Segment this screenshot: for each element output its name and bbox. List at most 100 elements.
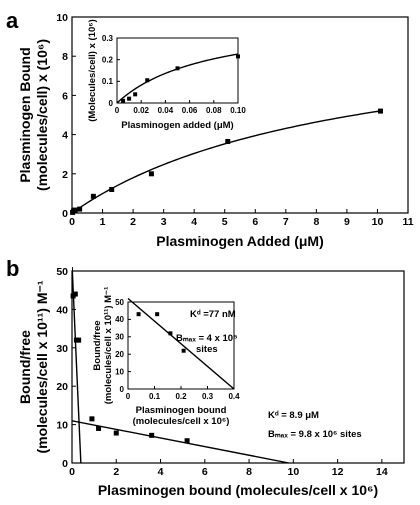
b-main-xtick-label: 14 [376,466,388,478]
b-main-data-point [96,425,102,431]
b-inset-data-point [155,312,160,317]
a-main-xtick-label: 4 [191,216,197,228]
b-main-xtick-label: 2 [113,466,119,478]
a-inset-data-point [236,54,240,59]
b-inset-xtick-label: 0.4 [228,392,240,401]
b-inset-ytick-label: 20 [115,350,124,359]
b-main-data-point [149,432,155,438]
b-main-xlabel: Plasminogen bound (molecules/cell x 10⁶) [98,482,378,498]
b-main-data-point [72,291,78,297]
a-inset-xtick-label: 0.04 [158,106,174,115]
b-main-ytick-label: 10 [56,420,68,432]
a-main-xtick-label: 11 [402,216,413,228]
b-main-ytick-label: 30 [56,343,68,355]
b-inset-ylabel-line: Bound/free [92,320,103,370]
b-main-bmax-annotation: Bₘₐₓ = 9.8 x 10⁶ sites [268,429,362,440]
b-inset-data-point [168,331,173,336]
a-inset-xtick-label: 0.08 [206,106,222,115]
a-inset-xtick-label: 0.06 [182,106,198,115]
panel-label-b: b [6,256,19,281]
a-main-plot: 0 1 2 3 4 5 6 7 8 9 10 11 0 2 4 6 8 10 [56,12,413,228]
b-main-xtick-label: 6 [202,466,208,478]
a-main-xlabel: Plasminogen Added (μM) [156,233,324,249]
a-main-data-point [378,108,384,114]
a-inset-ytick-label: 0.3 [102,34,114,43]
a-main-xtick-label: 1 [100,216,106,228]
b-inset-ytick-label: 40 [115,315,124,324]
b-main-fit-line [72,420,290,463]
b-inset-xlabel-line: Plasminogen bound [136,405,227,416]
b-main-ytick-label: 20 [56,381,68,393]
a-inset-data-point [175,66,180,71]
b-inset-ytick-label: 10 [115,367,124,376]
b-inset-xtick-label: 0.2 [175,392,187,401]
a-inset-data-point [133,92,138,97]
b-main-plot: 0 2 4 6 8 10 12 14 0 10 20 30 40 50 [56,266,405,478]
a-main-data-point [225,138,231,144]
a-main-xtick-label: 5 [222,216,228,228]
b-inset-fit-line [127,297,235,390]
b-main-ylabel-line: Bound/free [17,330,33,404]
a-main-data-point [109,186,115,192]
a-main-data-point [77,206,83,212]
a-main-xtick-label: 10 [372,216,384,228]
b-inset-kd-annotation: Kᵈ =77 nM [190,309,236,320]
a-main-xtick-label: 0 [69,216,75,228]
a-inset-ytick-label: 0.1 [102,77,114,86]
b-inset-ytick-label: 50 [115,298,124,307]
a-inset-ytick-label: 0.2 [102,55,114,64]
b-inset-ylabel-line: (molecules/cell x 10¹¹) M⁻¹ [103,287,114,404]
a-main-ytick-label: 10 [56,12,68,24]
b-inset-xtick-label: 0.1 [149,392,161,401]
a-inset-xlabel: Plasminogen added (μM) [121,120,233,131]
b-inset-plot: 0 0.1 0.2 0.3 0.4 0 10 20 30 40 50 [115,298,240,401]
b-main-ytick-label: 40 [56,304,68,316]
a-main-xtick-label: 9 [344,216,350,228]
a-main-data-point [148,171,154,177]
b-main-data-point [113,430,119,436]
a-main-ytick-label: 2 [62,169,68,181]
a-main-xtick-label: 8 [313,216,319,228]
a-inset-ylabel: (Molecules/cell) x (10⁶) [87,19,98,122]
a-main-ylabel-line: (molecules/cell) x (10⁶) [34,39,50,191]
b-inset-xtick-label: 0.3 [202,392,214,401]
a-inset-data-point [127,96,132,101]
a-main-ylabel-line: Plasminogen Bound [17,47,33,182]
b-main-xtick-label: 10 [287,466,299,478]
b-inset-ytick-label: 0 [120,385,125,394]
b-main-ytick-label: 0 [62,458,68,470]
b-main-kd-annotation: Kᵈ = 8.9 μM [268,410,319,421]
a-main-ytick-label: 6 [62,90,68,102]
a-main-frame [71,16,409,214]
b-main-xtick-label: 12 [332,466,344,478]
a-inset-xtick-label: 0.10 [230,106,246,115]
a-main-xtick-label: 2 [130,216,136,228]
b-main-frame [71,270,405,464]
a-inset-data-point [121,98,126,103]
b-main-data-point [89,416,95,422]
a-inset-plot: 0 0.02 0.04 0.06 0.08 0.10 0 0.1 0.2 0.3 [102,34,246,115]
b-main-xtick-label: 4 [158,466,164,478]
b-main-data-point [184,438,190,444]
b-inset-bmax-annotation: Bₘₐₓ = 4 x 10⁵ [176,333,238,344]
a-inset-xtick-label: 0 [115,106,120,115]
b-main-ylabel-line: (molecules/cell x 10¹¹) M⁻¹ [34,280,50,453]
b-inset-xtick-label: 0 [126,392,131,401]
b-inset-xlabel-line: (molecules/cell x 10⁶) [133,416,230,427]
b-main-xtick-label: 0 [69,466,75,478]
b-inset-bmax-sites: sites [196,344,218,355]
a-main-xtick-label: 7 [283,216,289,228]
a-main-data-point [72,207,78,213]
a-inset-ytick-label: 0 [109,99,114,108]
b-inset-ytick-label: 30 [115,333,124,342]
a-main-xtick-label: 3 [161,216,167,228]
b-main-data-point [76,337,82,343]
b-inset-data-point [136,312,141,317]
a-main-xtick-label: 6 [252,216,258,228]
b-main-xtick-label: 8 [246,466,252,478]
panel-label-a: a [6,8,19,33]
a-main-ytick-label: 0 [62,208,68,220]
a-inset-frame [116,37,239,104]
a-main-ytick-label: 8 [62,51,68,63]
